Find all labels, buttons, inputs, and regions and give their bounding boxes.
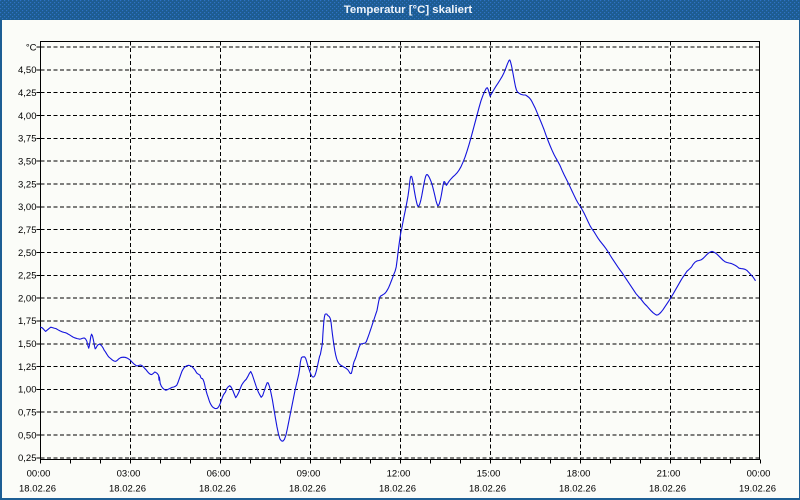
svg-text:2,75: 2,75 <box>18 225 37 236</box>
svg-text:°C: °C <box>26 42 37 53</box>
svg-text:19.02.26: 19.02.26 <box>739 484 776 495</box>
svg-text:4,50: 4,50 <box>18 65 37 76</box>
svg-text:15:00: 15:00 <box>477 469 501 480</box>
svg-text:03:00: 03:00 <box>117 469 141 480</box>
svg-text:2,00: 2,00 <box>18 293 37 304</box>
svg-text:1,00: 1,00 <box>18 385 37 396</box>
svg-text:00:00: 00:00 <box>747 469 771 480</box>
svg-text:18.02.26: 18.02.26 <box>109 484 146 495</box>
svg-text:18.02.26: 18.02.26 <box>199 484 236 495</box>
svg-text:18:00: 18:00 <box>567 469 591 480</box>
svg-text:1,50: 1,50 <box>18 339 37 350</box>
svg-text:21:00: 21:00 <box>657 469 681 480</box>
svg-text:09:00: 09:00 <box>297 469 321 480</box>
svg-text:1,25: 1,25 <box>18 362 37 373</box>
svg-text:18.02.26: 18.02.26 <box>559 484 596 495</box>
svg-text:4,25: 4,25 <box>18 88 37 99</box>
svg-text:18.02.26: 18.02.26 <box>649 484 686 495</box>
svg-text:3,75: 3,75 <box>18 134 37 145</box>
svg-text:18.02.26: 18.02.26 <box>19 484 56 495</box>
svg-text:0,75: 0,75 <box>18 408 37 419</box>
svg-text:06:00: 06:00 <box>207 469 231 480</box>
svg-text:18.02.26: 18.02.26 <box>289 484 326 495</box>
svg-text:18.02.26: 18.02.26 <box>469 484 506 495</box>
svg-text:2,25: 2,25 <box>18 271 37 282</box>
svg-text:2,50: 2,50 <box>18 248 37 259</box>
svg-text:12:00: 12:00 <box>387 469 411 480</box>
svg-text:18.02.26: 18.02.26 <box>379 484 416 495</box>
svg-text:3,25: 3,25 <box>18 179 37 190</box>
svg-text:3,50: 3,50 <box>18 157 37 168</box>
svg-text:4,00: 4,00 <box>18 111 37 122</box>
svg-text:00:00: 00:00 <box>27 469 51 480</box>
svg-text:1,75: 1,75 <box>18 316 37 327</box>
svg-text:3,00: 3,00 <box>18 202 37 213</box>
svg-text:0,50: 0,50 <box>18 430 37 441</box>
svg-text:0,25: 0,25 <box>18 453 37 464</box>
